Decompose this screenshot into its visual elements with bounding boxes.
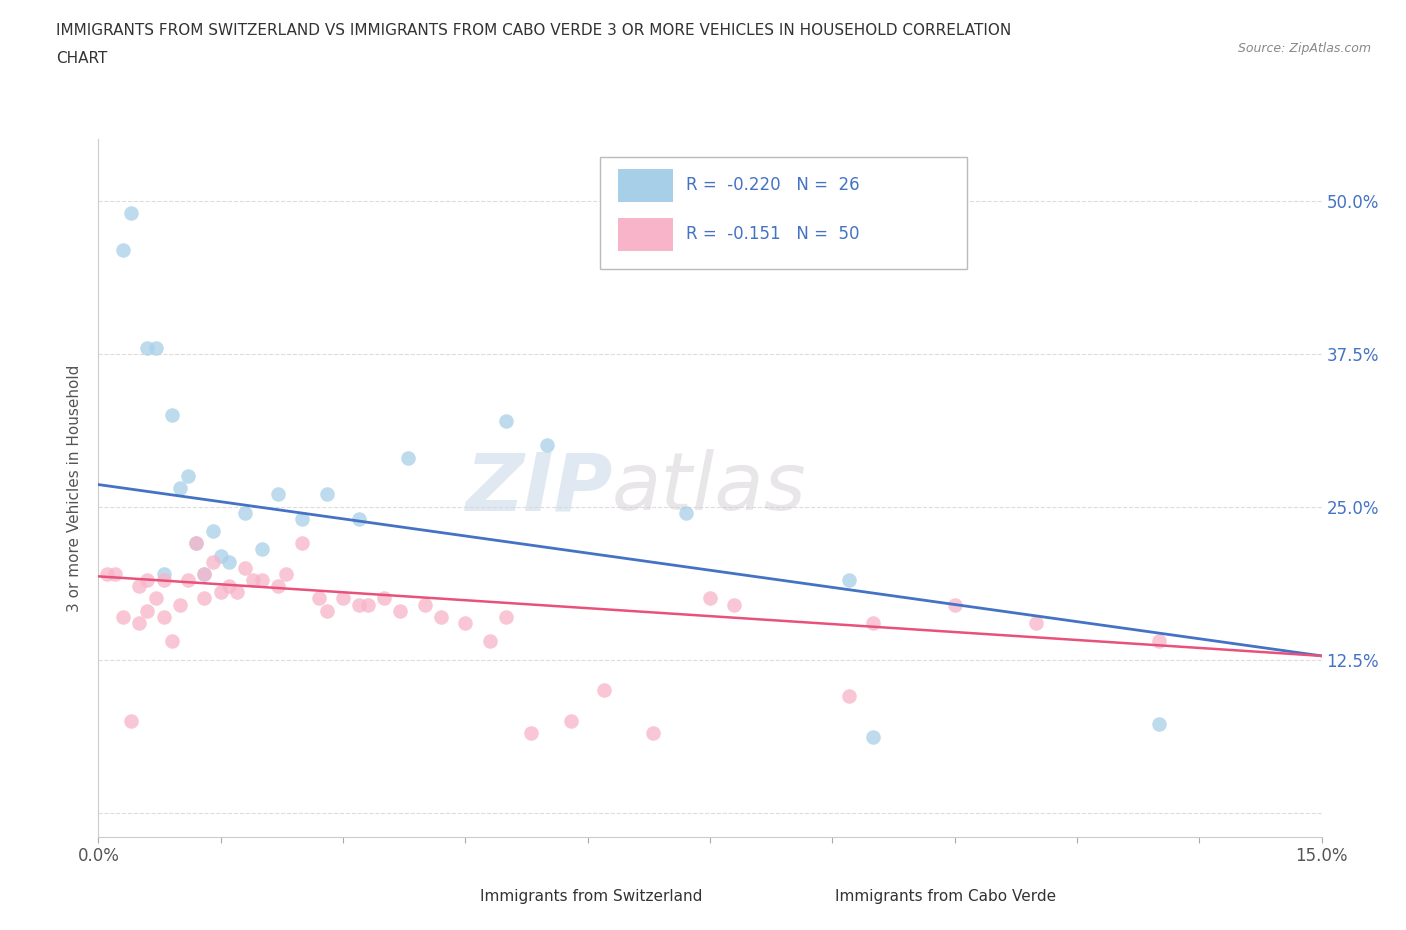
Point (641, 725, 664, 740)
Point (519, 725, 541, 740)
Point (136, 573, 159, 588)
Point (201, 554, 224, 569)
FancyBboxPatch shape (778, 883, 824, 910)
Point (136, 604, 159, 618)
Point (160, 407, 183, 422)
FancyBboxPatch shape (423, 883, 470, 910)
Point (291, 536, 314, 551)
FancyBboxPatch shape (619, 218, 673, 251)
Point (862, 616, 884, 631)
Point (111, 242, 134, 257)
Point (193, 566, 215, 581)
Point (218, 578, 240, 593)
Text: R =  -0.220   N =  26: R = -0.220 N = 26 (686, 176, 859, 193)
Point (291, 512, 314, 526)
Point (1147, 633, 1170, 648)
Point (242, 573, 264, 588)
Point (495, 609, 517, 624)
Point (177, 573, 200, 588)
Point (430, 609, 453, 624)
Text: IMMIGRANTS FROM SWITZERLAND VS IMMIGRANTS FROM CABO VERDE 3 OR MORE VEHICLES IN : IMMIGRANTS FROM SWITZERLAND VS IMMIGRANT… (56, 23, 1011, 38)
Point (560, 713, 582, 728)
Point (699, 591, 721, 605)
Point (1025, 616, 1047, 631)
FancyBboxPatch shape (619, 169, 673, 203)
Point (233, 561, 256, 576)
Point (593, 683, 616, 698)
Point (536, 438, 558, 453)
Point (349, 512, 371, 526)
Point (373, 591, 395, 605)
Point (396, 450, 419, 465)
Point (201, 524, 224, 538)
Point (267, 578, 290, 593)
Point (209, 548, 232, 563)
Point (943, 597, 966, 612)
Point (862, 729, 884, 744)
Point (838, 689, 860, 704)
Point (389, 604, 412, 618)
Point (120, 206, 142, 220)
Point (838, 573, 860, 588)
Point (145, 340, 167, 355)
Point (120, 713, 142, 728)
Point (1147, 717, 1170, 732)
Point (478, 633, 501, 648)
Point (315, 487, 337, 502)
Point (145, 591, 167, 605)
Text: Source: ZipAtlas.com: Source: ZipAtlas.com (1237, 42, 1371, 55)
Point (152, 609, 174, 624)
Point (274, 566, 297, 581)
Point (332, 591, 354, 605)
Point (349, 597, 371, 612)
Point (209, 585, 232, 600)
Point (233, 505, 256, 520)
Text: Immigrants from Switzerland: Immigrants from Switzerland (479, 889, 703, 904)
Point (177, 469, 200, 484)
Y-axis label: 3 or more Vehicles in Household: 3 or more Vehicles in Household (67, 365, 83, 612)
Point (356, 597, 378, 612)
FancyBboxPatch shape (600, 157, 967, 269)
Text: atlas: atlas (612, 449, 807, 527)
Point (111, 609, 134, 624)
Point (104, 566, 127, 581)
Point (250, 573, 273, 588)
Point (193, 566, 215, 581)
Point (152, 566, 174, 581)
Point (160, 633, 183, 648)
Point (152, 573, 174, 588)
Point (169, 481, 191, 496)
Point (218, 554, 240, 569)
Text: Immigrants from Cabo Verde: Immigrants from Cabo Verde (835, 889, 1056, 904)
Point (186, 536, 208, 551)
Point (413, 597, 436, 612)
Point (226, 585, 249, 600)
Point (186, 536, 208, 551)
Text: ZIP: ZIP (465, 449, 612, 527)
Point (267, 487, 290, 502)
Text: CHART: CHART (56, 51, 108, 66)
Point (454, 616, 477, 631)
Point (308, 591, 330, 605)
Point (723, 597, 745, 612)
Point (136, 340, 159, 355)
Point (250, 542, 273, 557)
Point (495, 414, 517, 429)
Point (169, 597, 191, 612)
Point (193, 591, 215, 605)
Point (96, 566, 118, 581)
Text: R =  -0.151   N =  50: R = -0.151 N = 50 (686, 225, 859, 243)
Point (315, 604, 337, 618)
Point (675, 505, 697, 520)
Point (128, 578, 150, 593)
Point (128, 616, 150, 631)
